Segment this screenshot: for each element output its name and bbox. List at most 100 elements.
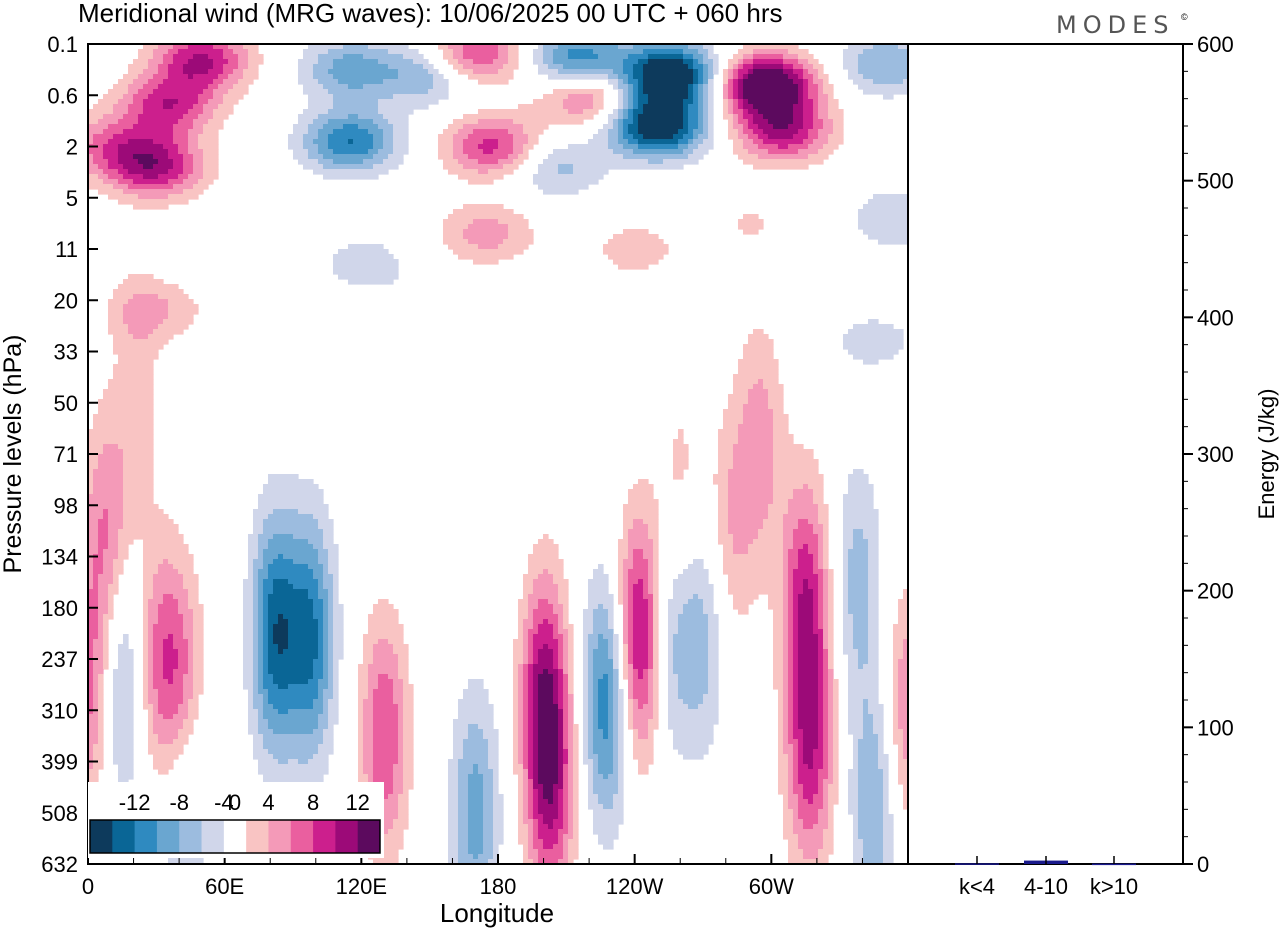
field-cell [328, 564, 339, 570]
field-cell [468, 809, 484, 815]
field-cell [898, 759, 908, 765]
field-cell [123, 449, 154, 455]
field-cell [793, 754, 799, 760]
field-cell [323, 164, 374, 170]
field-cell [828, 579, 834, 585]
field-cell [403, 774, 414, 780]
field-cell [818, 589, 824, 595]
field-cell [678, 684, 709, 690]
field-cell [743, 94, 799, 100]
field-cell [153, 724, 184, 730]
field-cell [393, 774, 404, 780]
field-cell [358, 724, 364, 730]
field-cell [653, 644, 659, 650]
field-cell [513, 694, 519, 700]
field-cell [403, 769, 414, 775]
field-cell [633, 564, 649, 570]
field-cell [833, 754, 839, 760]
field-cell [678, 574, 709, 580]
field-cell [98, 739, 104, 745]
field-cell [573, 809, 579, 815]
field-cell [463, 694, 489, 700]
field-cell [848, 724, 864, 730]
field-cell [148, 724, 154, 730]
field-cell [118, 554, 129, 560]
field-cell [138, 114, 184, 120]
field-cell [623, 94, 629, 100]
field-cell [518, 679, 524, 685]
field-cell [788, 619, 794, 625]
field-cell [613, 764, 619, 770]
field-cell [558, 729, 564, 735]
field-cell [118, 529, 179, 535]
field-cell [503, 164, 519, 170]
wind-field [88, 44, 908, 864]
field-cell [103, 664, 109, 670]
field-cell [143, 539, 184, 545]
field-cell [673, 744, 709, 750]
field-cell [198, 134, 219, 140]
field-cell [823, 839, 834, 845]
field-cell [833, 129, 844, 135]
field-cell [133, 154, 154, 160]
field-cell [148, 709, 154, 715]
field-cell [358, 744, 364, 750]
field-cell [258, 689, 269, 695]
field-cell [858, 794, 884, 800]
field-cell [798, 99, 804, 105]
field-cell [398, 799, 409, 805]
field-cell [758, 534, 784, 540]
field-cell [513, 699, 519, 705]
field-cell [573, 729, 579, 735]
field-cell [788, 564, 799, 570]
field-cell [773, 679, 784, 685]
field-cell [313, 674, 324, 680]
field-cell [703, 59, 714, 65]
field-cell [333, 689, 339, 695]
field-cell [633, 724, 649, 730]
field-cell [798, 554, 814, 560]
field-cell [543, 669, 549, 675]
field-cell [823, 689, 829, 695]
field-cell [783, 584, 789, 590]
field-cell [523, 694, 529, 700]
field-cell [793, 769, 799, 775]
field-cell [818, 539, 824, 545]
field-cell [183, 634, 194, 640]
field-cell [883, 849, 894, 855]
field-cell [798, 654, 819, 660]
field-cell [158, 564, 174, 570]
colorbar-swatch [357, 820, 381, 853]
field-cell [228, 59, 239, 65]
field-cell [523, 639, 529, 645]
field-cell [308, 99, 334, 105]
field-cell [863, 729, 874, 735]
field-cell [883, 844, 894, 850]
field-cell [848, 579, 869, 585]
field-cell [143, 544, 189, 550]
field-cell [328, 644, 334, 650]
field-cell [583, 724, 589, 730]
field-cell [333, 74, 399, 80]
field-cell [108, 604, 114, 610]
field-cell [823, 549, 829, 555]
field-cell [538, 694, 554, 700]
field-cell [183, 574, 199, 580]
field-cell [243, 634, 254, 640]
field-cell [728, 499, 774, 505]
field-cell [108, 139, 129, 145]
field-cell [88, 754, 94, 760]
field-cell [793, 574, 819, 580]
field-cell [798, 754, 804, 760]
field-cell [783, 609, 789, 615]
field-cell [328, 599, 334, 605]
field-cell [88, 654, 94, 660]
field-cell [188, 699, 199, 705]
field-cell [263, 629, 269, 635]
field-cell [123, 504, 159, 510]
field-cell [113, 709, 134, 715]
field-cell [813, 139, 829, 145]
field-cell [843, 554, 849, 560]
field-cell [598, 709, 609, 715]
field-cell [698, 79, 704, 85]
